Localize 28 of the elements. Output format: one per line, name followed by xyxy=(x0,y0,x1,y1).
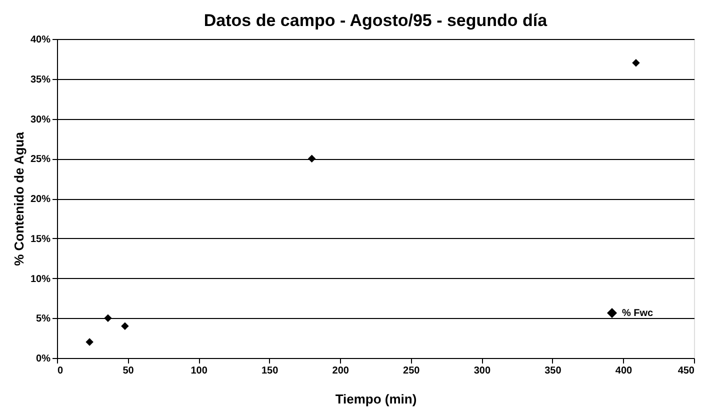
x-tick-label: 50 xyxy=(122,366,134,376)
x-tick-label: 300 xyxy=(474,366,491,376)
y-tick-label: 40% xyxy=(30,34,51,46)
x-tick-label: 0 xyxy=(58,366,64,376)
x-tick-label: 400 xyxy=(615,366,632,376)
x-tick-label: 250 xyxy=(403,366,420,376)
y-tick-label: 20% xyxy=(30,194,51,205)
x-tick-label: 350 xyxy=(544,366,562,376)
x-tick-label: 150 xyxy=(261,366,279,376)
legend-label: % Fwc xyxy=(622,308,654,319)
y-tick-label: 0% xyxy=(36,354,51,364)
y-tick-label: 15% xyxy=(30,234,51,245)
y-tick-label: 30% xyxy=(30,114,51,126)
chart-title: Datos de campo - Agosto/95 - segundo día xyxy=(204,11,548,30)
x-tick-label: 450 xyxy=(678,366,695,376)
point xyxy=(308,154,316,162)
x-axis-title: Tiempo (min) xyxy=(335,392,417,406)
y-tick-label: 10% xyxy=(30,274,51,285)
y-tick-label: 35% xyxy=(30,74,51,86)
point xyxy=(104,314,112,322)
point xyxy=(121,322,129,330)
point xyxy=(86,338,94,346)
y-tick-label: 5% xyxy=(36,314,51,325)
x-tick-label: 200 xyxy=(332,366,350,376)
y-axis-title: % Contenido de Agua xyxy=(11,131,26,266)
point xyxy=(632,59,640,67)
y-tick-label: 25% xyxy=(30,154,51,166)
x-tick-label: 100 xyxy=(190,366,208,376)
